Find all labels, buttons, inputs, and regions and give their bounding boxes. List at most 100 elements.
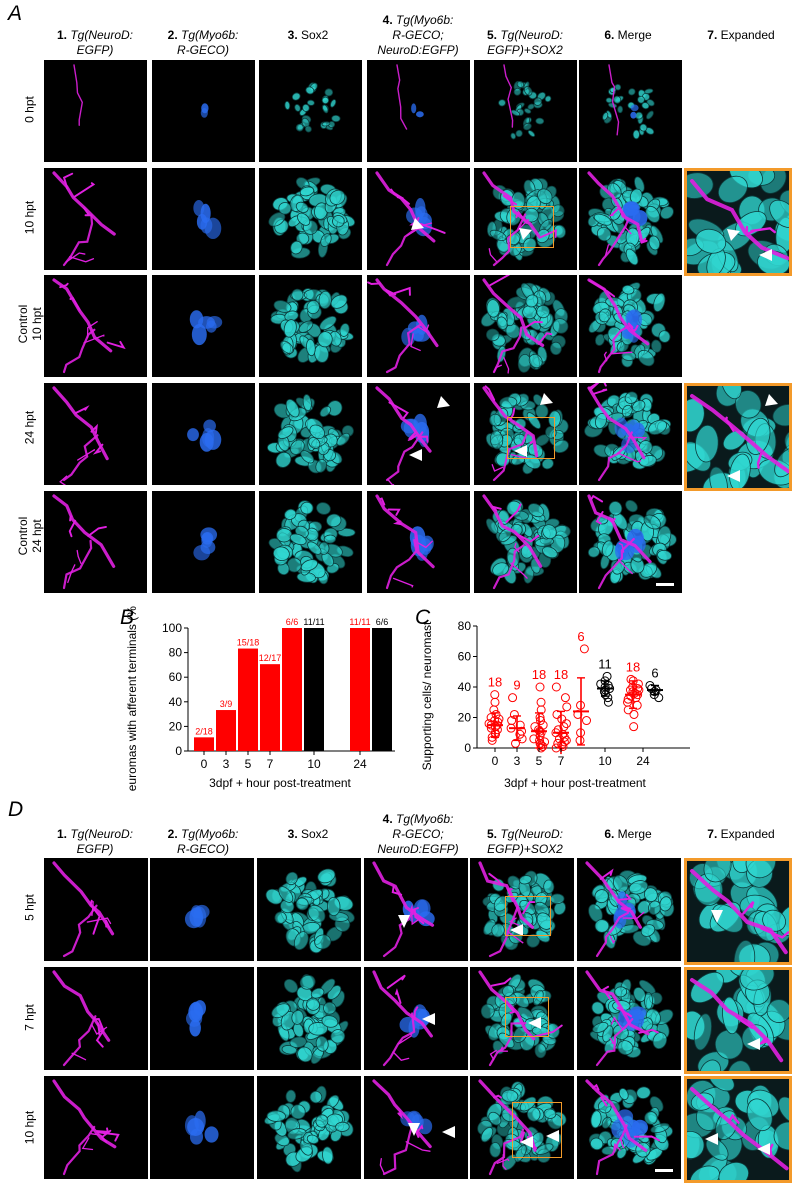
- chart-c-point: [509, 709, 519, 719]
- image-a-r2-c5: [474, 168, 577, 270]
- image-a-r4-c1: [44, 383, 147, 485]
- image-a-r5-c5: [474, 491, 577, 593]
- image-a-r4-c4: [367, 383, 470, 485]
- image-d-r2-c1: [44, 967, 148, 1070]
- image-a-r4-c3: [259, 383, 362, 485]
- chart-c-point: [629, 709, 639, 719]
- chart-c-n-label: 11: [598, 656, 612, 671]
- chart-c-point: [490, 697, 500, 707]
- chart-b-ytick-label: 60: [169, 670, 183, 684]
- chart-c-point: [508, 693, 518, 703]
- image-a-r1-c1: [44, 60, 147, 162]
- chart-c-n-label: 6: [651, 665, 658, 680]
- chart-c-point: [536, 716, 546, 726]
- col-header-d3: 3. Sox2: [287, 827, 329, 841]
- chart-c-xtick-label: 10: [598, 754, 612, 768]
- chart-c-point: [529, 734, 539, 744]
- zoom-region-box: [512, 1102, 562, 1158]
- chart-c-point: [540, 737, 550, 747]
- chart-c-point: [579, 644, 589, 654]
- chart-c-n-label: 6: [577, 629, 584, 644]
- col-header-3: 3. Sox2: [287, 28, 329, 42]
- chart-c-n-label: 9: [513, 678, 520, 693]
- chart-b-ytick-label: 100: [162, 621, 182, 635]
- chart-c-xlabel: 3dpf + hour post-treatment: [504, 776, 646, 790]
- chart-c-xtick-label: 3: [514, 754, 521, 768]
- chart-b-bar: [372, 628, 392, 751]
- chart-c-point: [561, 719, 571, 729]
- image-a-r5-c2: [152, 491, 255, 593]
- chart-c-point: [626, 674, 636, 684]
- chart-c-point: [491, 709, 501, 719]
- chart-c-point: [582, 716, 592, 726]
- chart-b-bar-label: 2/18: [195, 726, 213, 736]
- col-header-2: 2. Tg(Myo6b: R-GECO): [167, 28, 239, 57]
- chart-c-point: [633, 679, 643, 689]
- chart-c-ylabel: Supporting cells/ neuromast: [420, 621, 434, 770]
- image-a-r1-c2: [152, 60, 255, 162]
- chart-b-xtick-label: 3: [223, 757, 230, 771]
- zoom-region-box: [510, 206, 554, 248]
- chart-b-xtick-label: 24: [353, 757, 367, 771]
- image-a-r2-c3: [259, 168, 362, 270]
- image-d-r2-c2: [150, 967, 254, 1070]
- row-label-d3: 10 hpt: [22, 1110, 37, 1145]
- image-a-r3-c3: [259, 275, 362, 377]
- image-d-r1-c1: [44, 858, 148, 961]
- zoom-region-box: [507, 417, 555, 459]
- col-header-1: 1. Tg(NeuroD: EGFP): [56, 28, 134, 57]
- chart-b-xtick-label: 5: [245, 757, 252, 771]
- chart-b-bar: [260, 664, 280, 751]
- chart-c-point: [629, 722, 639, 732]
- chart-b-bar-label: 6/6: [286, 617, 299, 627]
- chart-c-n-label: 18: [488, 675, 502, 690]
- chart-b-bar-label: 3/9: [220, 699, 233, 709]
- image-a-r4-expanded: [684, 383, 792, 491]
- col-header-5: 5. Tg(NeuroD: EGFP)+SOX2: [486, 28, 564, 57]
- chart-c-ytick-label: 80: [458, 619, 472, 633]
- image-d-r3-c6: [577, 1076, 681, 1179]
- chart-c-point: [623, 705, 633, 715]
- image-a-r2-c1: [44, 168, 147, 270]
- image-a-r3-c1: [44, 275, 147, 377]
- chart-b-ytick-label: 80: [169, 646, 183, 660]
- col-header-d4: 4. Tg(Myo6b: R-GECO; NeuroD:EGFP): [377, 812, 459, 856]
- chart-b-bar: [216, 710, 236, 751]
- image-d-r1-c3: [257, 858, 361, 961]
- image-a-r4-c2: [152, 383, 255, 485]
- chart-c-ytick-label: 60: [458, 650, 472, 664]
- chart-b-xtick-label: 7: [267, 757, 274, 771]
- panel-letter-b: B: [120, 606, 135, 629]
- chart-c-xtick-label: 5: [536, 754, 543, 768]
- chart-c-point: [603, 697, 613, 707]
- chart-c-xtick-label: 7: [558, 754, 565, 768]
- image-a-r4-c5: [474, 383, 577, 485]
- chart-c-point: [507, 716, 517, 726]
- col-header-d6: 6. Merge: [604, 827, 652, 841]
- chart-b-bar-label: 6/6: [376, 617, 389, 627]
- chart-c-point: [517, 734, 527, 744]
- row-label-a4: 24 hpt: [22, 410, 37, 445]
- image-a-r1-c3: [259, 60, 362, 162]
- image-a-r1-c5: [474, 60, 577, 162]
- chart-c-point: [551, 682, 561, 692]
- chart-c-n-label: 18: [554, 667, 568, 682]
- chart-b-bar: [194, 737, 214, 751]
- image-a-r2-c6: [579, 168, 682, 270]
- chart-b-bar: [304, 628, 324, 751]
- panel-letter-d: D: [8, 798, 24, 821]
- chart-c-point: [560, 693, 570, 703]
- col-header-d2: 2. Tg(Myo6b: R-GECO): [167, 827, 239, 856]
- chart-b-bar-label: 15/18: [237, 638, 260, 648]
- image-d-r3-c1: [44, 1076, 148, 1179]
- chart-c-point: [562, 702, 572, 712]
- image-a-r5-c3: [259, 491, 362, 593]
- chart-c-n-label: 18: [532, 667, 546, 682]
- image-d-r2-c6: [577, 967, 681, 1070]
- col-header-6: 6. Merge: [604, 28, 652, 42]
- row-label-a1: 0 hpt: [22, 96, 37, 123]
- chart-b-bar-label: 11/11: [349, 617, 370, 627]
- chart-b-ytick-label: 40: [169, 695, 183, 709]
